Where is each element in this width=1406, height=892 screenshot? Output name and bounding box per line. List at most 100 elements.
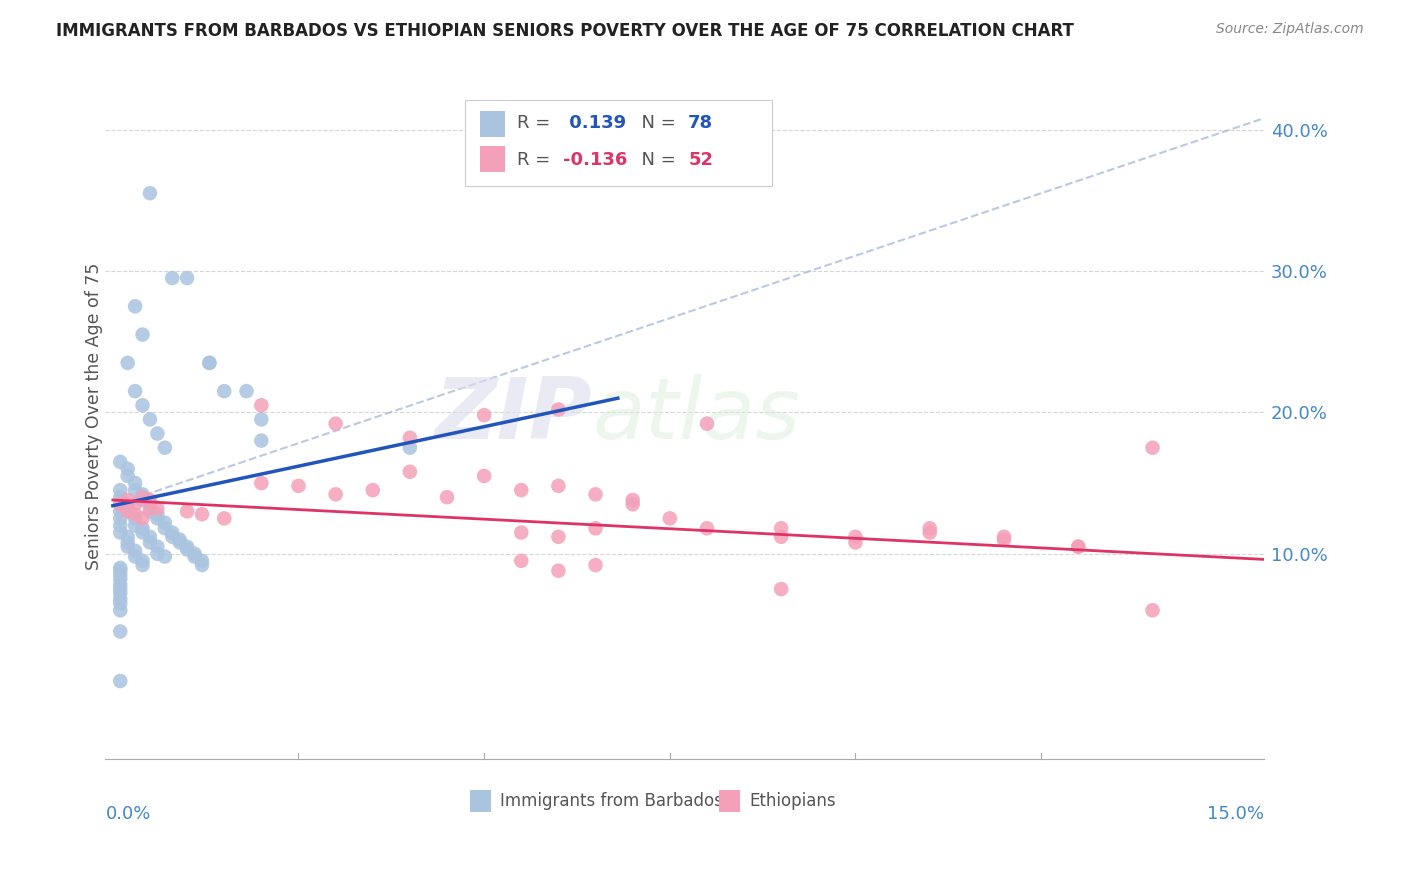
Text: N =: N =	[630, 151, 682, 169]
Point	[110, 596, 132, 610]
Point	[110, 497, 132, 511]
Text: R =: R =	[516, 151, 555, 169]
Point	[110, 673, 132, 688]
Point	[176, 271, 198, 285]
Point	[124, 476, 146, 491]
Point	[124, 384, 146, 398]
Point	[110, 497, 132, 511]
Point	[621, 497, 644, 511]
Text: Source: ZipAtlas.com: Source: ZipAtlas.com	[1216, 22, 1364, 37]
Point	[162, 525, 184, 540]
Point	[146, 426, 169, 441]
Y-axis label: Seniors Poverty Over the Age of 75: Seniors Poverty Over the Age of 75	[86, 262, 103, 570]
Point	[250, 476, 273, 491]
Point	[1142, 441, 1164, 455]
Point	[110, 518, 132, 533]
Point	[131, 490, 153, 504]
Point	[325, 417, 347, 431]
Point	[110, 572, 132, 586]
Text: 78: 78	[688, 114, 713, 132]
Point	[547, 479, 569, 493]
Point	[696, 521, 718, 535]
Point	[146, 547, 169, 561]
Point	[585, 558, 607, 572]
Point	[547, 564, 569, 578]
Bar	[479, 146, 505, 172]
Point	[399, 441, 422, 455]
Point	[176, 504, 198, 518]
Point	[844, 530, 866, 544]
Point	[131, 327, 153, 342]
Point	[110, 568, 132, 582]
Point	[131, 511, 153, 525]
Point	[1067, 540, 1090, 554]
Point	[117, 535, 139, 549]
Point	[117, 469, 139, 483]
Point	[117, 493, 139, 508]
Point	[110, 490, 132, 504]
Point	[153, 549, 176, 564]
Point	[191, 554, 214, 568]
Point	[110, 603, 132, 617]
Point	[176, 540, 198, 554]
Point	[139, 186, 162, 201]
Text: ZIP: ZIP	[434, 375, 592, 458]
Point	[124, 518, 146, 533]
Point	[844, 535, 866, 549]
Point	[918, 525, 941, 540]
Point	[169, 533, 191, 547]
Text: Immigrants from Barbados: Immigrants from Barbados	[501, 792, 723, 810]
Point	[153, 441, 176, 455]
Point	[124, 549, 146, 564]
Point	[696, 417, 718, 431]
Text: Ethiopians: Ethiopians	[749, 792, 837, 810]
Point	[117, 462, 139, 476]
Point	[658, 511, 681, 525]
FancyBboxPatch shape	[464, 101, 772, 186]
Point	[993, 530, 1015, 544]
Point	[993, 533, 1015, 547]
Point	[117, 356, 139, 370]
Text: 15.0%: 15.0%	[1206, 805, 1264, 823]
Point	[124, 544, 146, 558]
Point	[399, 465, 422, 479]
Point	[117, 497, 139, 511]
Point	[110, 483, 132, 497]
Point	[585, 521, 607, 535]
Point	[124, 299, 146, 313]
Point	[183, 547, 205, 561]
Point	[918, 521, 941, 535]
Point	[176, 542, 198, 557]
Point	[510, 554, 533, 568]
Point	[235, 384, 257, 398]
Point	[770, 530, 793, 544]
Point	[110, 578, 132, 592]
Point	[131, 493, 153, 508]
Point	[110, 525, 132, 540]
Text: 0.0%: 0.0%	[105, 805, 150, 823]
Point	[169, 535, 191, 549]
Text: 0.139: 0.139	[562, 114, 626, 132]
Bar	[479, 111, 505, 136]
Point	[212, 384, 235, 398]
Point	[250, 434, 273, 448]
Point	[198, 356, 221, 370]
Point	[472, 469, 495, 483]
Point	[183, 549, 205, 564]
Text: -0.136: -0.136	[562, 151, 627, 169]
Point	[110, 586, 132, 600]
Point	[110, 455, 132, 469]
Text: R =: R =	[516, 114, 555, 132]
Point	[198, 356, 221, 370]
Point	[117, 540, 139, 554]
Point	[191, 558, 214, 572]
Point	[770, 582, 793, 596]
Point	[117, 504, 139, 518]
Point	[110, 592, 132, 607]
Point	[1142, 603, 1164, 617]
Point	[191, 507, 214, 521]
Point	[110, 624, 132, 639]
Point	[139, 501, 162, 516]
Point	[153, 516, 176, 530]
Point	[162, 530, 184, 544]
